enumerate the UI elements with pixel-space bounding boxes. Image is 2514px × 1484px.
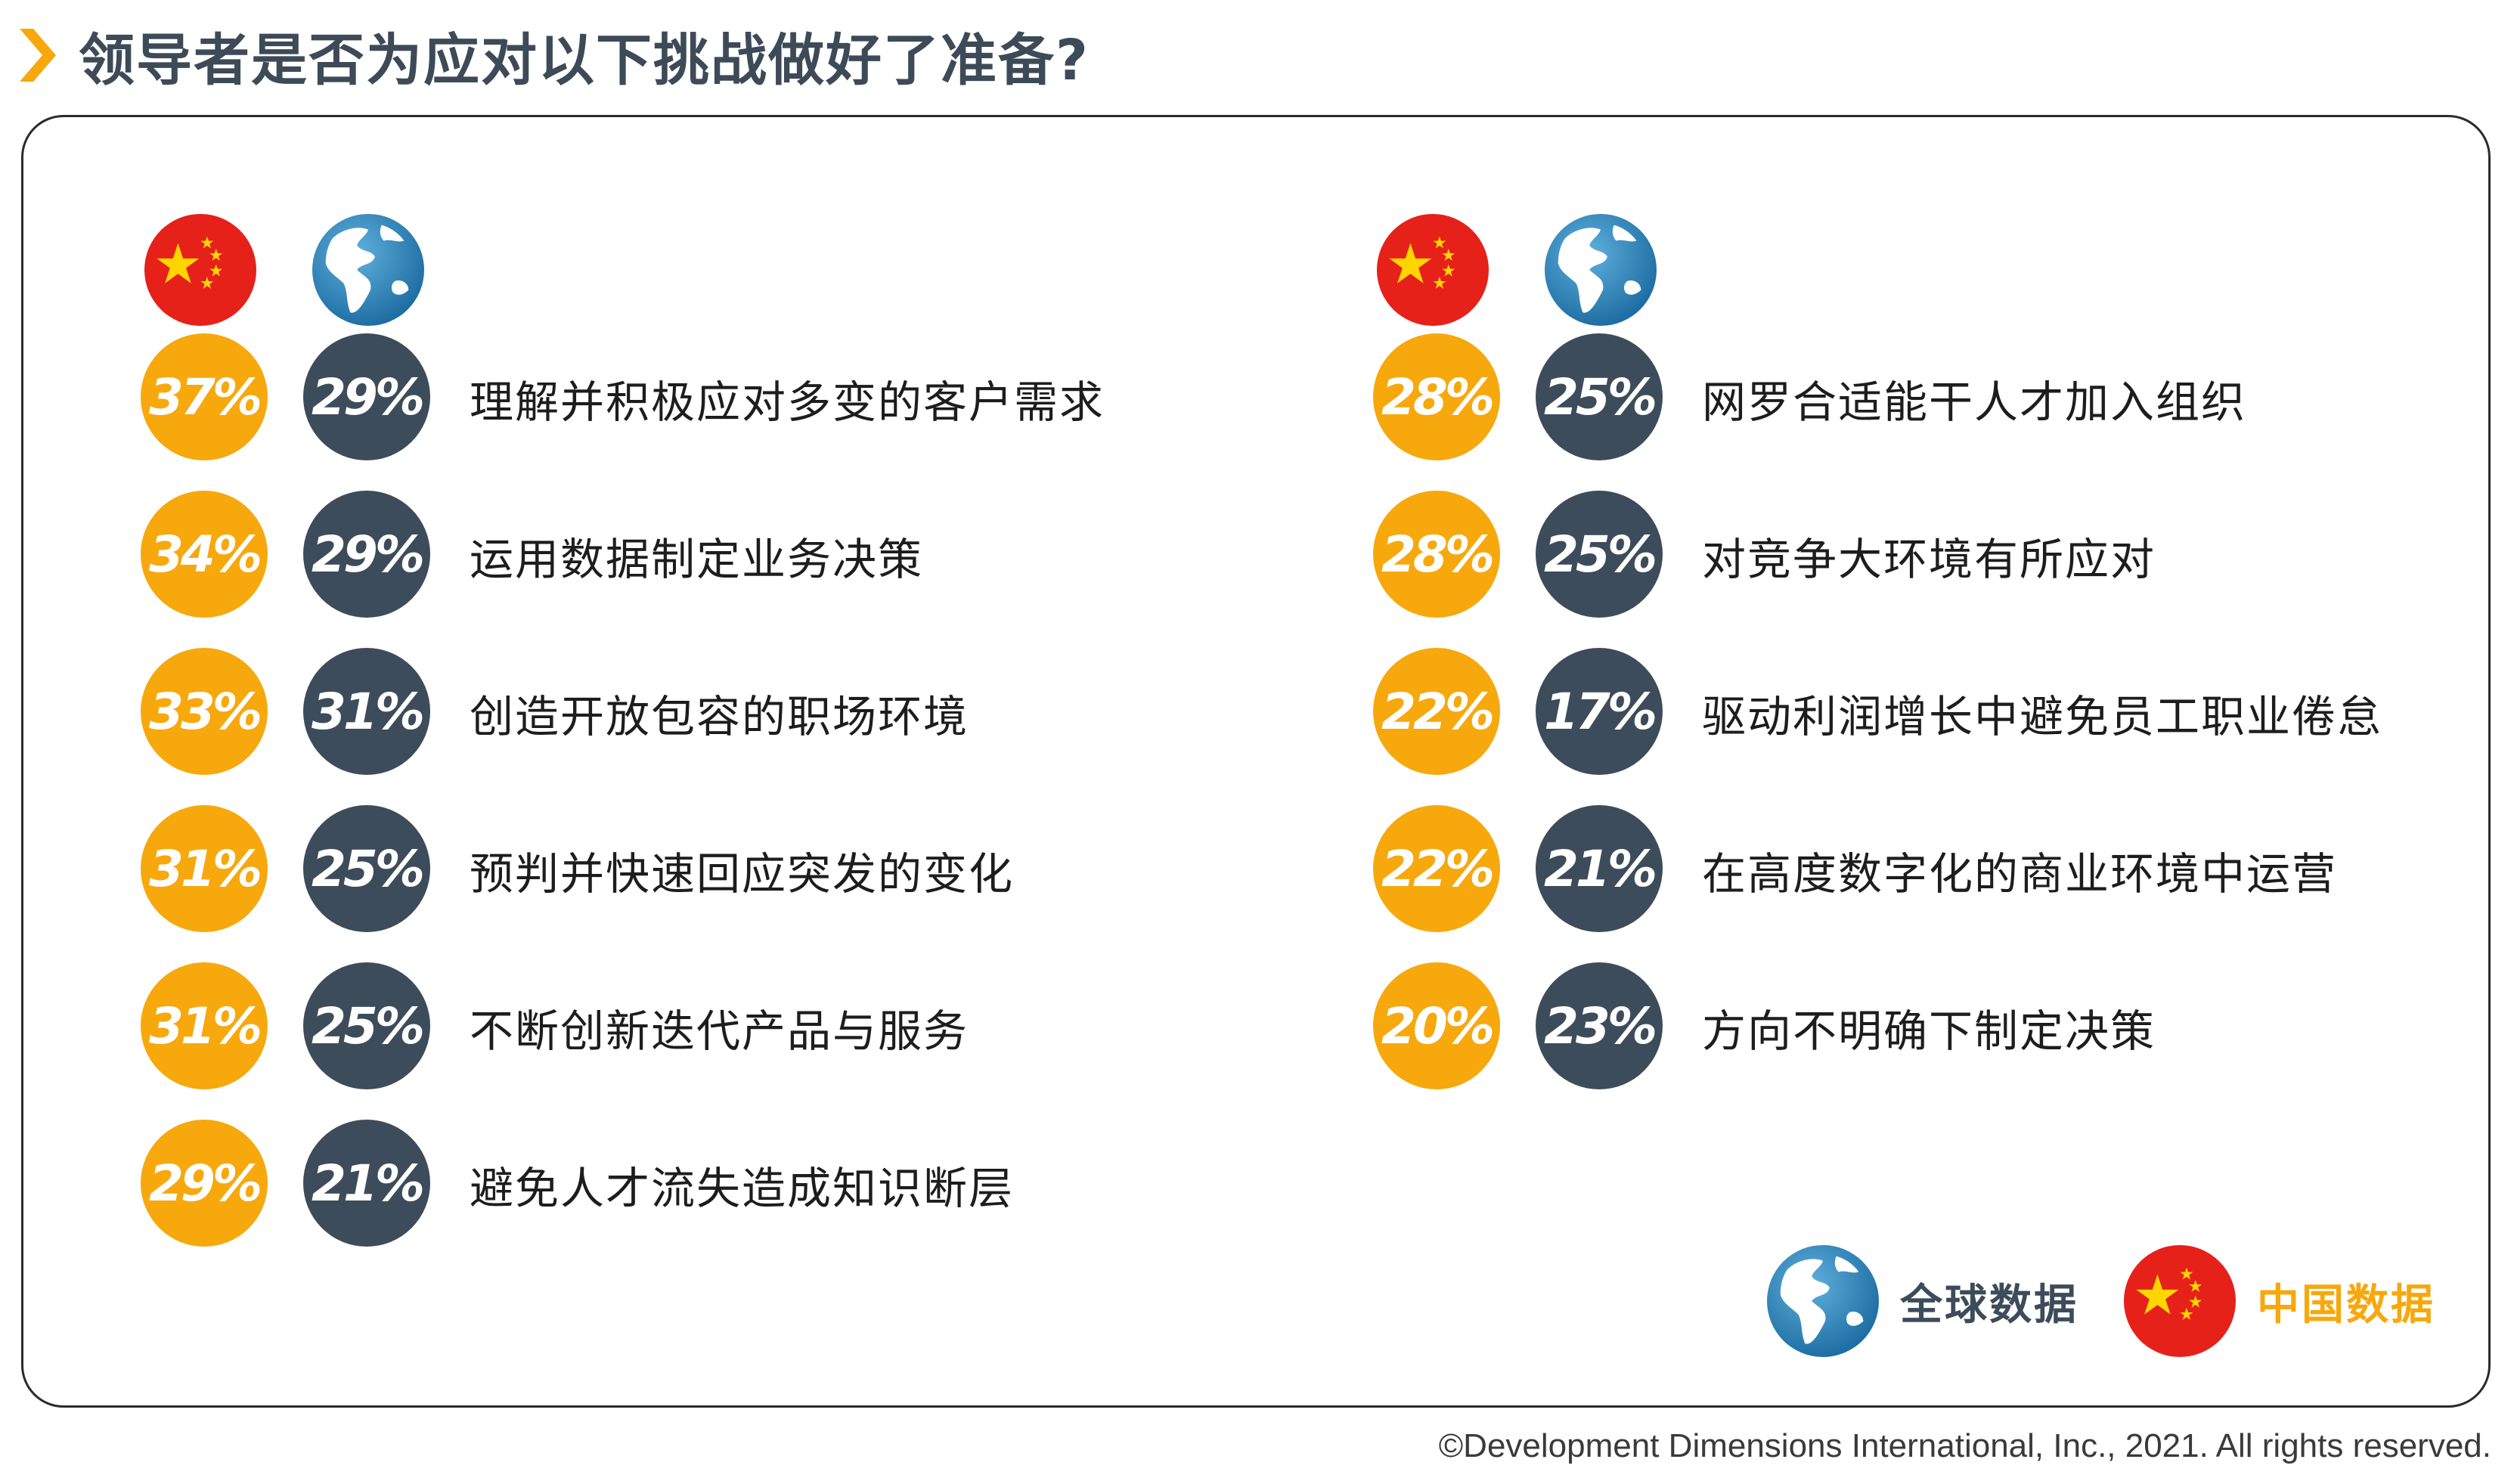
global-value-circle: 29% [303,491,430,618]
row-label: 方向不明确下制定决策 [1702,1005,2156,1057]
chevron-right-icon [17,29,59,82]
global-value-circle: 31% [303,648,430,775]
row-label: 创造开放包容的职场环境 [470,691,969,742]
china-value-circle: 33% [141,648,268,775]
row-label: 理解并积极应对多变的客户需求 [470,376,1105,428]
row-label: 对竞争大环境有所应对 [1702,534,2156,585]
global-value-circle: 21% [1536,805,1663,932]
global-value-circle: 29% [303,333,430,460]
china-flag-icon [144,214,256,326]
globe-icon [312,214,424,326]
legend: 全球数据 中国数据 [1767,1245,2435,1357]
china-value-circle: 28% [1373,333,1500,460]
global-value-circle: 25% [303,805,430,932]
copyright-notice: ©Development Dimensions International, I… [1438,1427,2491,1464]
row-label: 网罗合适能干人才加入组织 [1702,376,2247,428]
global-value-circle: 21% [303,1120,430,1247]
page-title: 领导者是否为应对以下挑战做好了准备? [79,27,1090,93]
china-value-circle: 22% [1373,648,1500,775]
global-value-circle: 17% [1536,648,1663,775]
china-value-circle: 34% [141,491,268,618]
globe-icon [1545,214,1657,326]
china-flag-icon [1377,214,1489,326]
global-value-circle: 25% [1536,333,1663,460]
china-value-circle: 22% [1373,805,1500,932]
row-label: 不断创新迭代产品与服务 [470,1005,969,1057]
china-value-circle: 28% [1373,491,1500,618]
chart-panel: 37% 29% 理解并积极应对多变的客户需求 34% 29% 运用数据制定业务决… [21,115,2491,1408]
china-value-circle: 31% [141,962,268,1089]
row-label: 预判并快速回应突发的变化 [470,848,1015,900]
row-label: 在高度数字化的商业环境中运营 [1702,848,2338,900]
china-value-circle: 31% [141,805,268,932]
china-value-circle: 20% [1373,962,1500,1089]
row-label: 避免人才流失造成知识断层 [470,1163,1015,1214]
legend-china-label: 中国数据 [2257,1280,2435,1330]
global-value-circle: 25% [303,962,430,1089]
legend-global-label: 全球数据 [1900,1280,2078,1330]
china-value-circle: 29% [141,1120,268,1247]
row-label: 运用数据制定业务决策 [470,534,924,585]
title-row: 领导者是否为应对以下挑战做好了准备? [17,21,1090,93]
row-label: 驱动利润增长中避免员工职业倦怠 [1702,691,2383,742]
globe-icon [1767,1245,1879,1357]
china-value-circle: 37% [141,333,268,460]
global-value-circle: 23% [1536,962,1663,1089]
china-flag-icon [2124,1245,2236,1357]
global-value-circle: 25% [1536,491,1663,618]
